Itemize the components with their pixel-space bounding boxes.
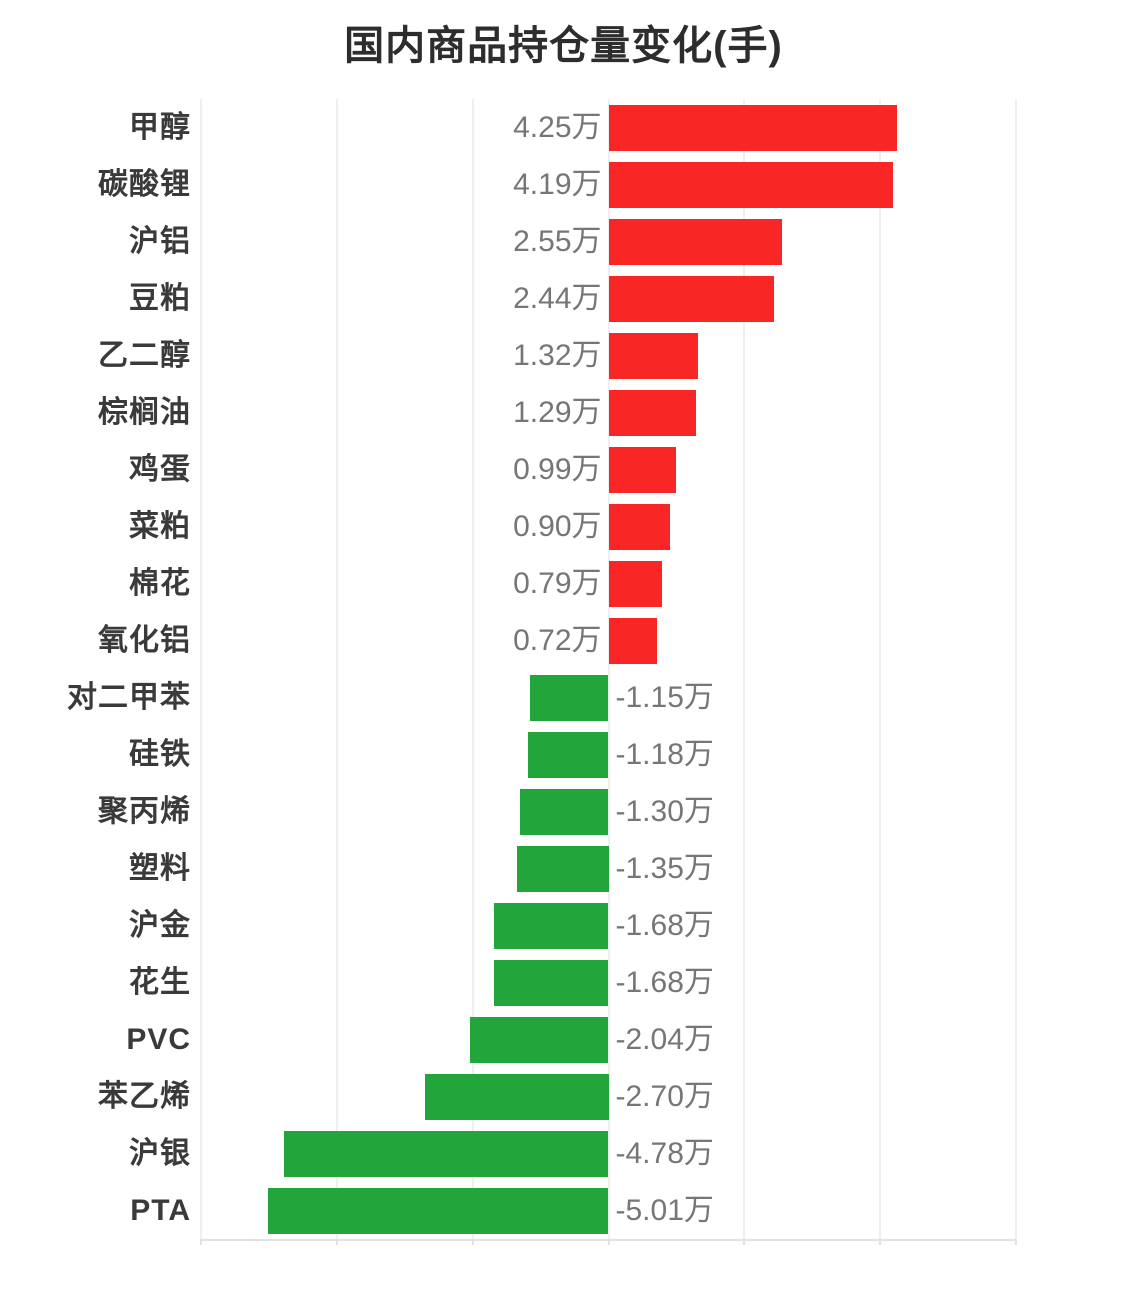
category-label: 苯乙烯 [98,1080,191,1113]
category-label: 豆粕 [129,282,191,315]
gridline [607,99,610,1239]
category-label: 对二甲苯 [67,681,191,714]
negative-bar [520,788,609,835]
value-label: -1.35万 [615,852,714,885]
x-axis-tick [743,1239,746,1245]
value-label: -1.15万 [615,681,714,714]
positive-bar [608,275,775,322]
value-label: 1.29万 [513,396,602,429]
value-label: -1.68万 [615,909,714,942]
negative-bar [516,845,609,892]
category-label: 菜粕 [129,510,191,543]
positive-bar [608,389,697,436]
gridline [879,99,882,1239]
positive-bar [608,446,676,493]
value-label: 0.79万 [513,567,602,600]
value-label: -1.30万 [615,795,714,828]
negative-bar [283,1130,609,1177]
negative-bar [469,1016,609,1063]
category-label: 沪金 [129,909,191,942]
value-label: 0.99万 [513,453,602,486]
value-label: -2.70万 [615,1080,714,1113]
category-label: 碳酸锂 [98,168,191,201]
x-axis-tick [1015,1239,1017,1245]
category-label: 棉花 [129,567,191,600]
negative-bar [530,674,609,721]
negative-bar [425,1073,609,1120]
positive-bar [608,332,699,379]
value-label: -1.18万 [615,738,714,771]
gridline [1015,99,1017,1239]
category-label: PTA [130,1194,191,1227]
category-label: 沪银 [129,1137,191,1170]
value-label: 0.90万 [513,510,602,543]
category-label: 聚丙烯 [98,795,191,828]
value-label: 4.19万 [513,168,602,201]
category-label: PVC [126,1023,191,1056]
category-label: 棕榈油 [98,396,191,429]
category-label: 氧化铝 [98,624,191,657]
x-axis-line [201,1239,1016,1241]
x-axis-tick [471,1239,474,1245]
positive-bar [608,503,670,550]
category-label: 沪铝 [129,225,191,258]
positive-bar [608,161,894,208]
value-label: 2.44万 [513,282,602,315]
value-label: 1.32万 [513,339,602,372]
negative-bar [494,959,609,1006]
gridline [471,99,474,1239]
value-label: -1.68万 [615,966,714,999]
gridline [335,99,338,1239]
category-label: 花生 [129,966,191,999]
negative-bar [528,731,609,778]
value-label: -4.78万 [615,1137,714,1170]
negative-bar [494,902,609,949]
value-label: -5.01万 [615,1194,714,1227]
gridline [200,99,202,1239]
value-label: 4.25万 [513,111,602,144]
positive-bar [608,617,658,664]
negative-bar [268,1187,609,1234]
positive-bar [608,218,782,265]
x-axis-tick [607,1239,610,1245]
category-label: 鸡蛋 [129,453,191,486]
category-label: 塑料 [129,852,191,885]
value-label: 2.55万 [513,225,602,258]
value-label: 0.72万 [513,624,602,657]
gridline [743,99,746,1239]
x-axis-tick [200,1239,202,1245]
category-label: 硅铁 [129,738,191,771]
positive-bar [608,104,898,151]
positive-bar [608,560,663,607]
value-label: -2.04万 [615,1023,714,1056]
category-label: 乙二醇 [98,339,191,372]
category-label: 甲醇 [129,111,191,144]
chart-title: 国内商品持仓量变化(手) [344,24,783,68]
x-axis-tick [879,1239,882,1245]
x-axis-tick [335,1239,338,1245]
